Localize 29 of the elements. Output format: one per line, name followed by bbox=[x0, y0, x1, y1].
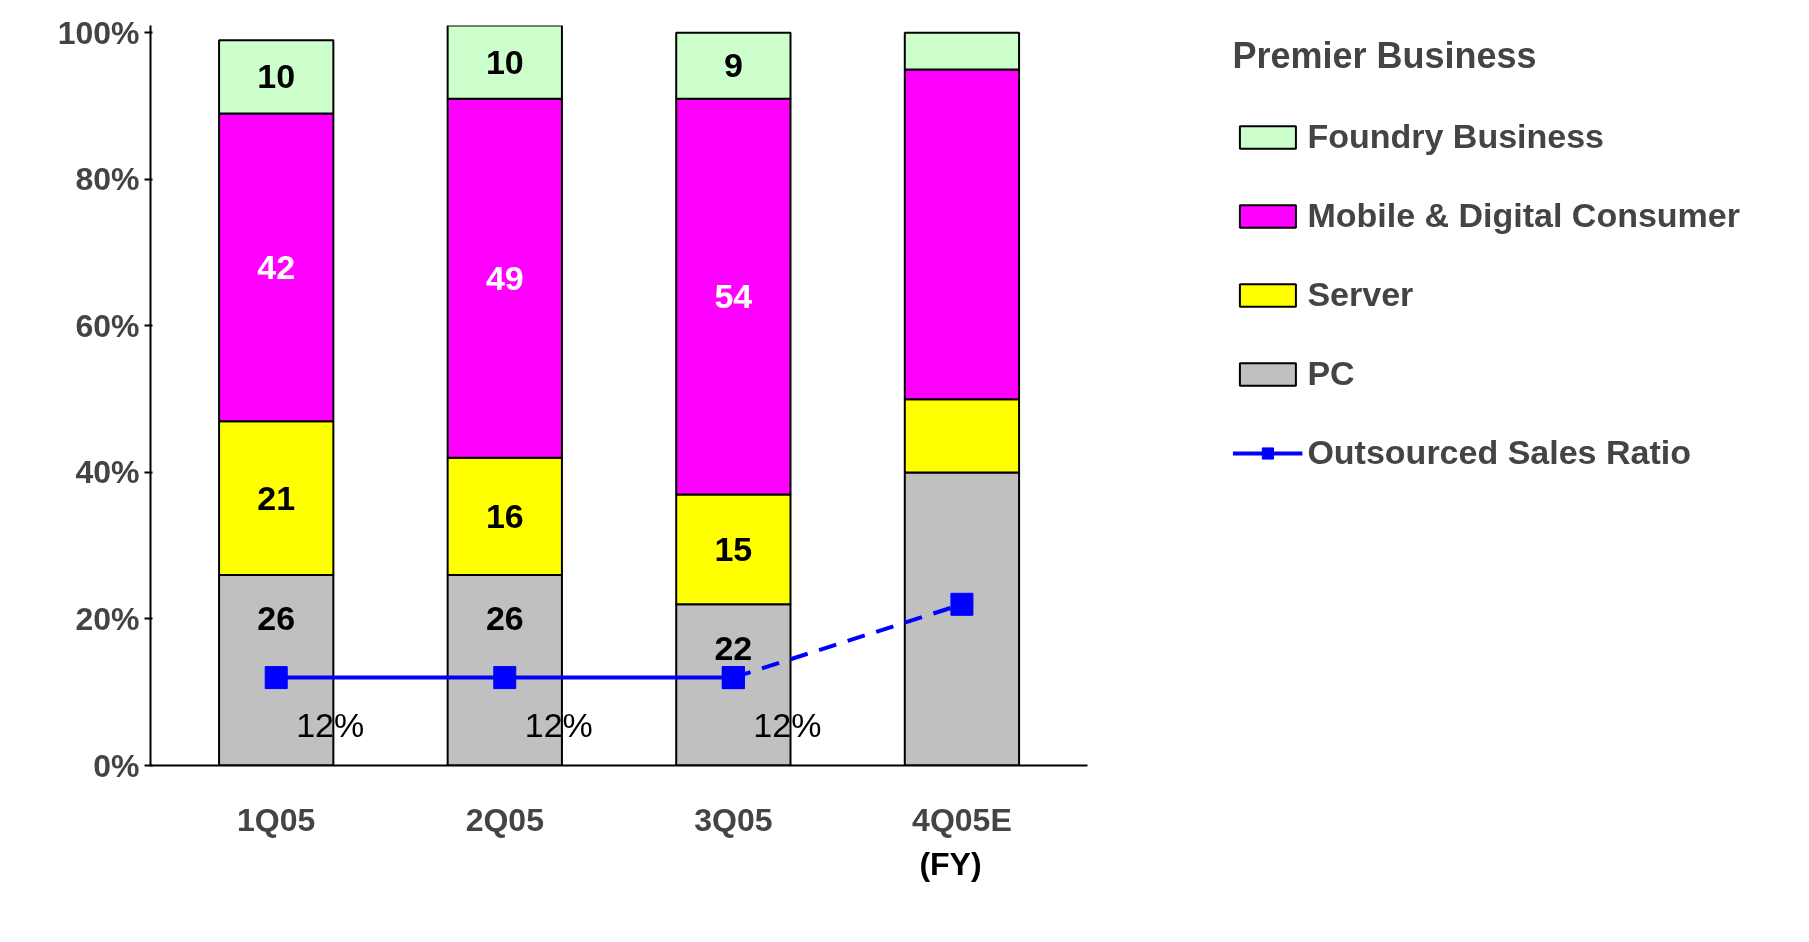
legend-label: Mobile & Digital Consumer bbox=[1307, 196, 1740, 235]
y-tick-label: 100% bbox=[57, 14, 140, 51]
legend-label: Foundry Business bbox=[1307, 117, 1605, 156]
data-label: 42 bbox=[257, 247, 296, 286]
y-tick-label: 0% bbox=[93, 747, 140, 784]
legend-label: Server bbox=[1307, 275, 1414, 314]
x-tick-label: 1Q05 bbox=[237, 801, 316, 838]
data-label: 10 bbox=[485, 42, 524, 81]
y-tick-label: 40% bbox=[75, 454, 140, 491]
legend-label: Outsourced Sales Ratio bbox=[1307, 433, 1691, 472]
data-label: 10 bbox=[257, 57, 296, 96]
legend-label: PC bbox=[1307, 354, 1355, 393]
data-label: 26 bbox=[257, 599, 296, 638]
x-tick-label: 4Q05E bbox=[912, 801, 1012, 838]
data-label: 21 bbox=[257, 478, 296, 517]
y-tick-label: 80% bbox=[75, 161, 140, 198]
data-label: 22 bbox=[714, 628, 753, 667]
data-label: 16 bbox=[485, 496, 524, 535]
legend-title: Premier Business bbox=[1232, 35, 1538, 77]
x-axis-title: (FY) bbox=[919, 845, 982, 882]
y-tick-label: 60% bbox=[75, 307, 140, 344]
data-label: 49 bbox=[485, 258, 524, 297]
data-label: 9 bbox=[723, 46, 743, 85]
data-label: 15 bbox=[714, 529, 753, 568]
x-tick-label: 2Q05 bbox=[465, 801, 544, 838]
x-tick-label: 3Q05 bbox=[694, 801, 773, 838]
data-label: 26 bbox=[485, 599, 524, 638]
y-tick-label: 20% bbox=[75, 600, 140, 637]
data-label: 54 bbox=[714, 277, 753, 316]
